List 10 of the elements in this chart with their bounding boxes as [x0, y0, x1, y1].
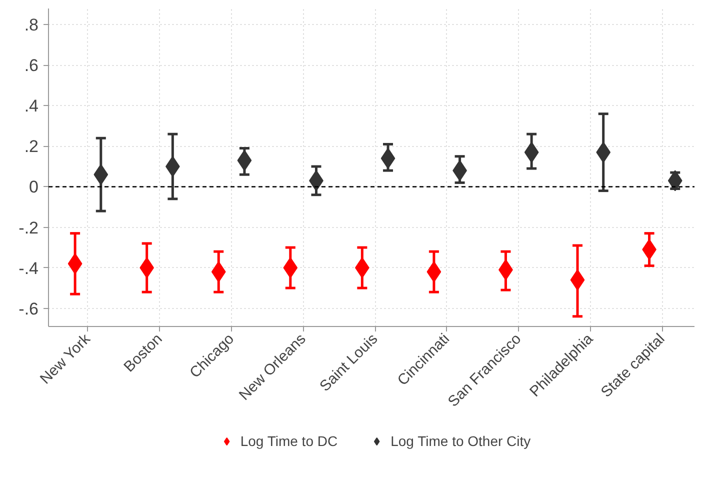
y-tick-label: 0	[29, 178, 39, 197]
y-tick-label: .2	[24, 137, 39, 156]
y-tick-label: -.6	[18, 299, 39, 318]
y-tick-label: -.2	[18, 218, 39, 238]
y-tick-label: -.4	[18, 258, 39, 278]
legend-label: Log Time to DC	[240, 433, 338, 449]
y-tick-label: .4	[24, 96, 39, 116]
y-tick-label: .6	[24, 56, 39, 76]
y-tick-label: .8	[24, 16, 39, 35]
legend-label: Log Time to Other City	[390, 433, 531, 449]
